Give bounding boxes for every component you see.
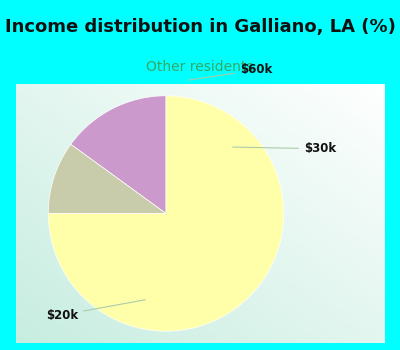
Wedge shape: [71, 96, 166, 214]
Text: Income distribution in Galliano, LA (%): Income distribution in Galliano, LA (%): [4, 19, 396, 36]
Text: $30k: $30k: [233, 142, 336, 155]
Wedge shape: [48, 144, 166, 214]
Text: $60k: $60k: [189, 63, 272, 80]
Wedge shape: [48, 96, 284, 331]
Text: $20k: $20k: [46, 300, 145, 322]
Text: Other residents: Other residents: [146, 61, 254, 75]
